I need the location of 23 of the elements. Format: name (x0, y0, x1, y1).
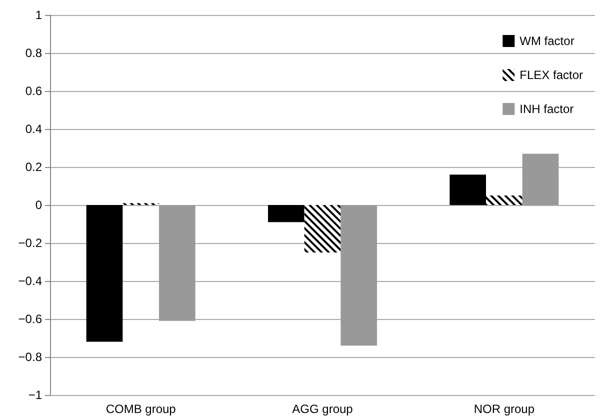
legend-label: INH factor (520, 102, 574, 116)
y-tick-label: 0.2 (25, 160, 42, 174)
y-tick-label: −0.4 (18, 274, 42, 288)
bar (268, 205, 304, 222)
legend-label: WM factor (520, 34, 574, 48)
y-tick-label: 0.8 (25, 46, 42, 60)
y-tick-label: 0 (35, 198, 42, 212)
y-tick-label: 0.4 (25, 122, 42, 136)
legend-label: FLEX factor (520, 68, 584, 82)
x-tick-label: AGG group (292, 402, 354, 416)
y-tick-label: −0.6 (18, 312, 42, 326)
x-tick-label: COMB group (106, 402, 176, 416)
bar (86, 205, 123, 342)
bar (159, 205, 196, 321)
x-tick-label: NOR group (474, 402, 535, 416)
y-tick-label: 1 (35, 8, 42, 22)
y-tick-label: −1 (28, 388, 42, 402)
bar (450, 174, 486, 205)
bar (522, 154, 559, 205)
y-tick-label: −0.2 (18, 236, 42, 250)
y-tick-label: −0.8 (18, 350, 42, 364)
y-tick-label: 0.6 (25, 84, 42, 98)
bar (340, 205, 377, 346)
